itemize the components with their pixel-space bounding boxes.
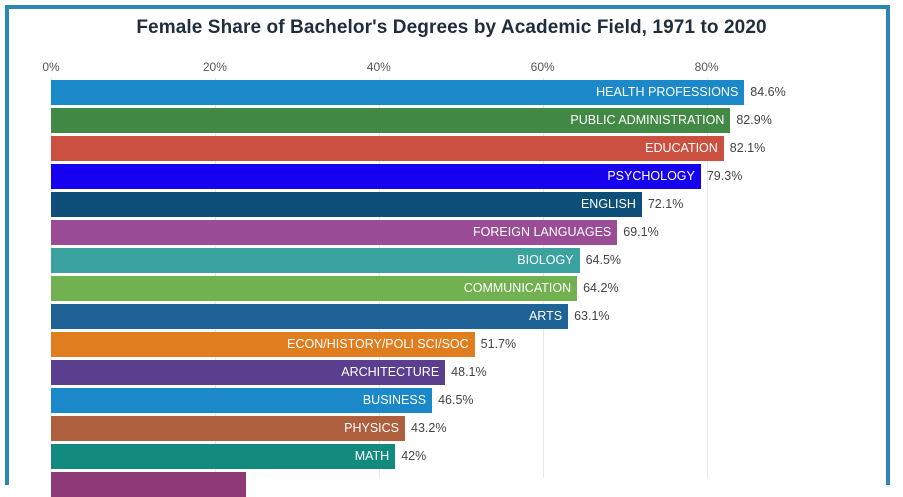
bar-value-label: 64.2% xyxy=(583,281,619,295)
bar: PHYSICS xyxy=(51,416,406,441)
bar-label: ENGLISH xyxy=(580,197,636,211)
bar-value-label: 79.3% xyxy=(706,169,743,183)
bar: ARCHITECTURE xyxy=(51,360,446,385)
chart-title: Female Share of Bachelor's Degrees by Ac… xyxy=(136,17,767,38)
bar: MATH xyxy=(51,444,396,469)
bar: EDUCATION xyxy=(51,136,724,161)
x-tick-label: 20% xyxy=(202,60,227,74)
bar: PUBLIC ADMINISTRATION xyxy=(51,108,731,133)
bar-value-label: 69.1% xyxy=(623,225,659,239)
bar-value-label: 48.1% xyxy=(451,365,487,379)
bar-label: HEALTH PROFESSIONS xyxy=(596,85,739,99)
bar-value-label: 82.9% xyxy=(736,113,772,127)
bar: ARTS xyxy=(51,304,569,329)
x-tick-label: 60% xyxy=(530,60,555,74)
bar-label: EDUCATION xyxy=(645,141,718,155)
bar-label: PHYSICS xyxy=(344,421,400,435)
gridline xyxy=(706,78,708,478)
bar-label: COMMUNICATION xyxy=(463,281,572,295)
bar: BIOLOGY xyxy=(51,248,580,273)
bar-value-label: 63.1% xyxy=(574,309,610,323)
bar-label: PSYCHOLOGY xyxy=(607,169,695,183)
chart-frame xyxy=(5,5,890,485)
bar: FOREIGN LANGUAGES xyxy=(51,220,618,245)
x-tick-label: 80% xyxy=(694,60,719,74)
bar-value-label: 42% xyxy=(401,449,427,463)
bar-label: BUSINESS xyxy=(362,393,427,407)
bar-label: ARTS xyxy=(528,309,563,323)
bar-label: ECON/HISTORY/POLI SCI/SOC xyxy=(287,337,469,351)
bar: ECON/HISTORY/POLI SCI/SOC xyxy=(51,332,475,357)
bar-value-label: 72.1% xyxy=(647,197,684,211)
bar-label: FOREIGN LANGUAGES xyxy=(473,225,612,239)
x-tick-label: 40% xyxy=(366,60,391,74)
bar-partial xyxy=(51,472,247,497)
bar-label: PUBLIC ADMINISTRATION xyxy=(570,113,725,127)
bar-value-label: 46.5% xyxy=(438,393,474,407)
bar-value-label: 43.2% xyxy=(411,421,447,435)
bar: ENGLISH xyxy=(51,192,642,217)
bar: COMMUNICATION xyxy=(51,276,578,301)
bar-label: ARCHITECTURE xyxy=(341,365,440,379)
bar-label: MATH xyxy=(354,449,390,463)
bar-value-label: 64.5% xyxy=(585,253,622,267)
x-tick-label: 0% xyxy=(42,60,60,74)
bar-value-label: 51.7% xyxy=(480,337,517,351)
bar-value-label: 84.6% xyxy=(750,85,786,99)
bar: HEALTH PROFESSIONS xyxy=(51,80,745,105)
bar: BUSINESS xyxy=(51,388,433,413)
bar: PSYCHOLOGY xyxy=(51,164,701,189)
bar-label: BIOLOGY xyxy=(517,253,574,267)
bar-value-label: 82.1% xyxy=(729,141,766,155)
